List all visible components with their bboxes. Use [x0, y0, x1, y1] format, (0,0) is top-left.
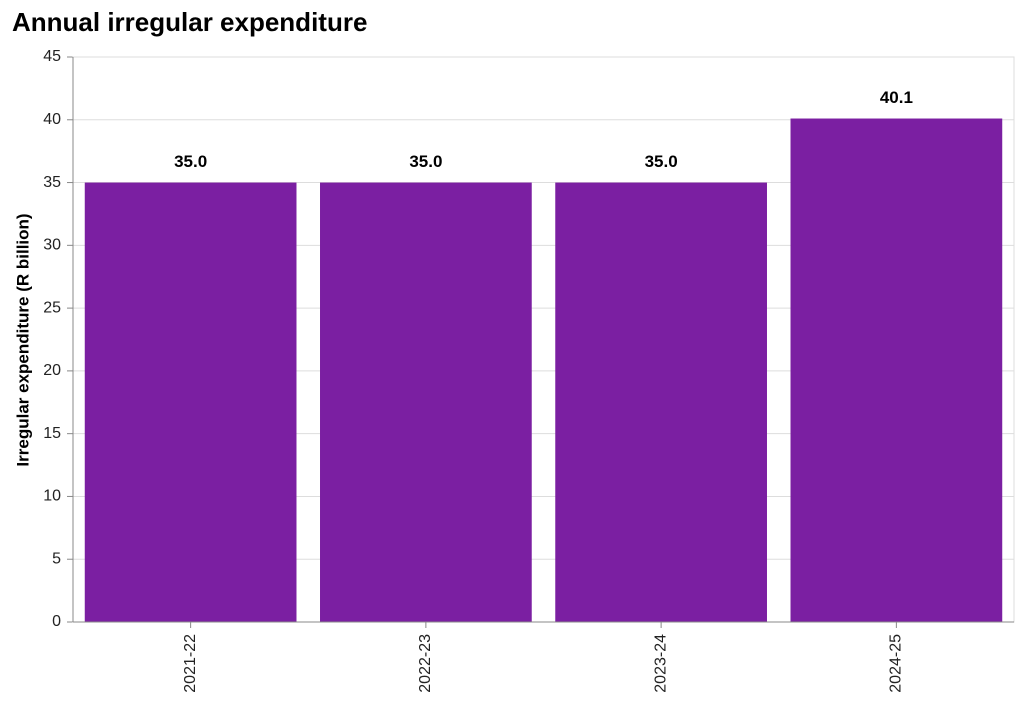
x-tick-label: 2024-25: [888, 634, 905, 693]
bar: [320, 182, 532, 623]
value-label: 40.1: [880, 88, 913, 107]
bar: [790, 118, 1003, 623]
y-tick-label: 30: [43, 237, 61, 254]
y-axis-label: Irregular expenditure (R billion): [13, 213, 32, 466]
x-tick-label: 2022-23: [417, 634, 434, 693]
x-tick-label: 2021-22: [182, 634, 199, 693]
value-label: 35.0: [174, 152, 207, 171]
y-tick-label: 25: [43, 299, 61, 316]
y-tick-label: 15: [43, 425, 61, 442]
bar: [555, 182, 767, 623]
chart-title: Annual irregular expenditure: [12, 7, 367, 37]
y-tick-label: 20: [43, 362, 61, 379]
y-tick-label: 5: [52, 550, 61, 567]
value-label: 35.0: [645, 152, 678, 171]
value-label: 35.0: [409, 152, 442, 171]
bar: [84, 182, 297, 623]
y-tick-label: 0: [52, 613, 61, 630]
y-tick-label: 35: [43, 174, 61, 191]
y-tick-label: 40: [43, 111, 61, 128]
x-tick-label: 2023-24: [652, 634, 669, 693]
y-tick-label: 45: [43, 48, 61, 65]
y-tick-label: 10: [43, 488, 61, 505]
